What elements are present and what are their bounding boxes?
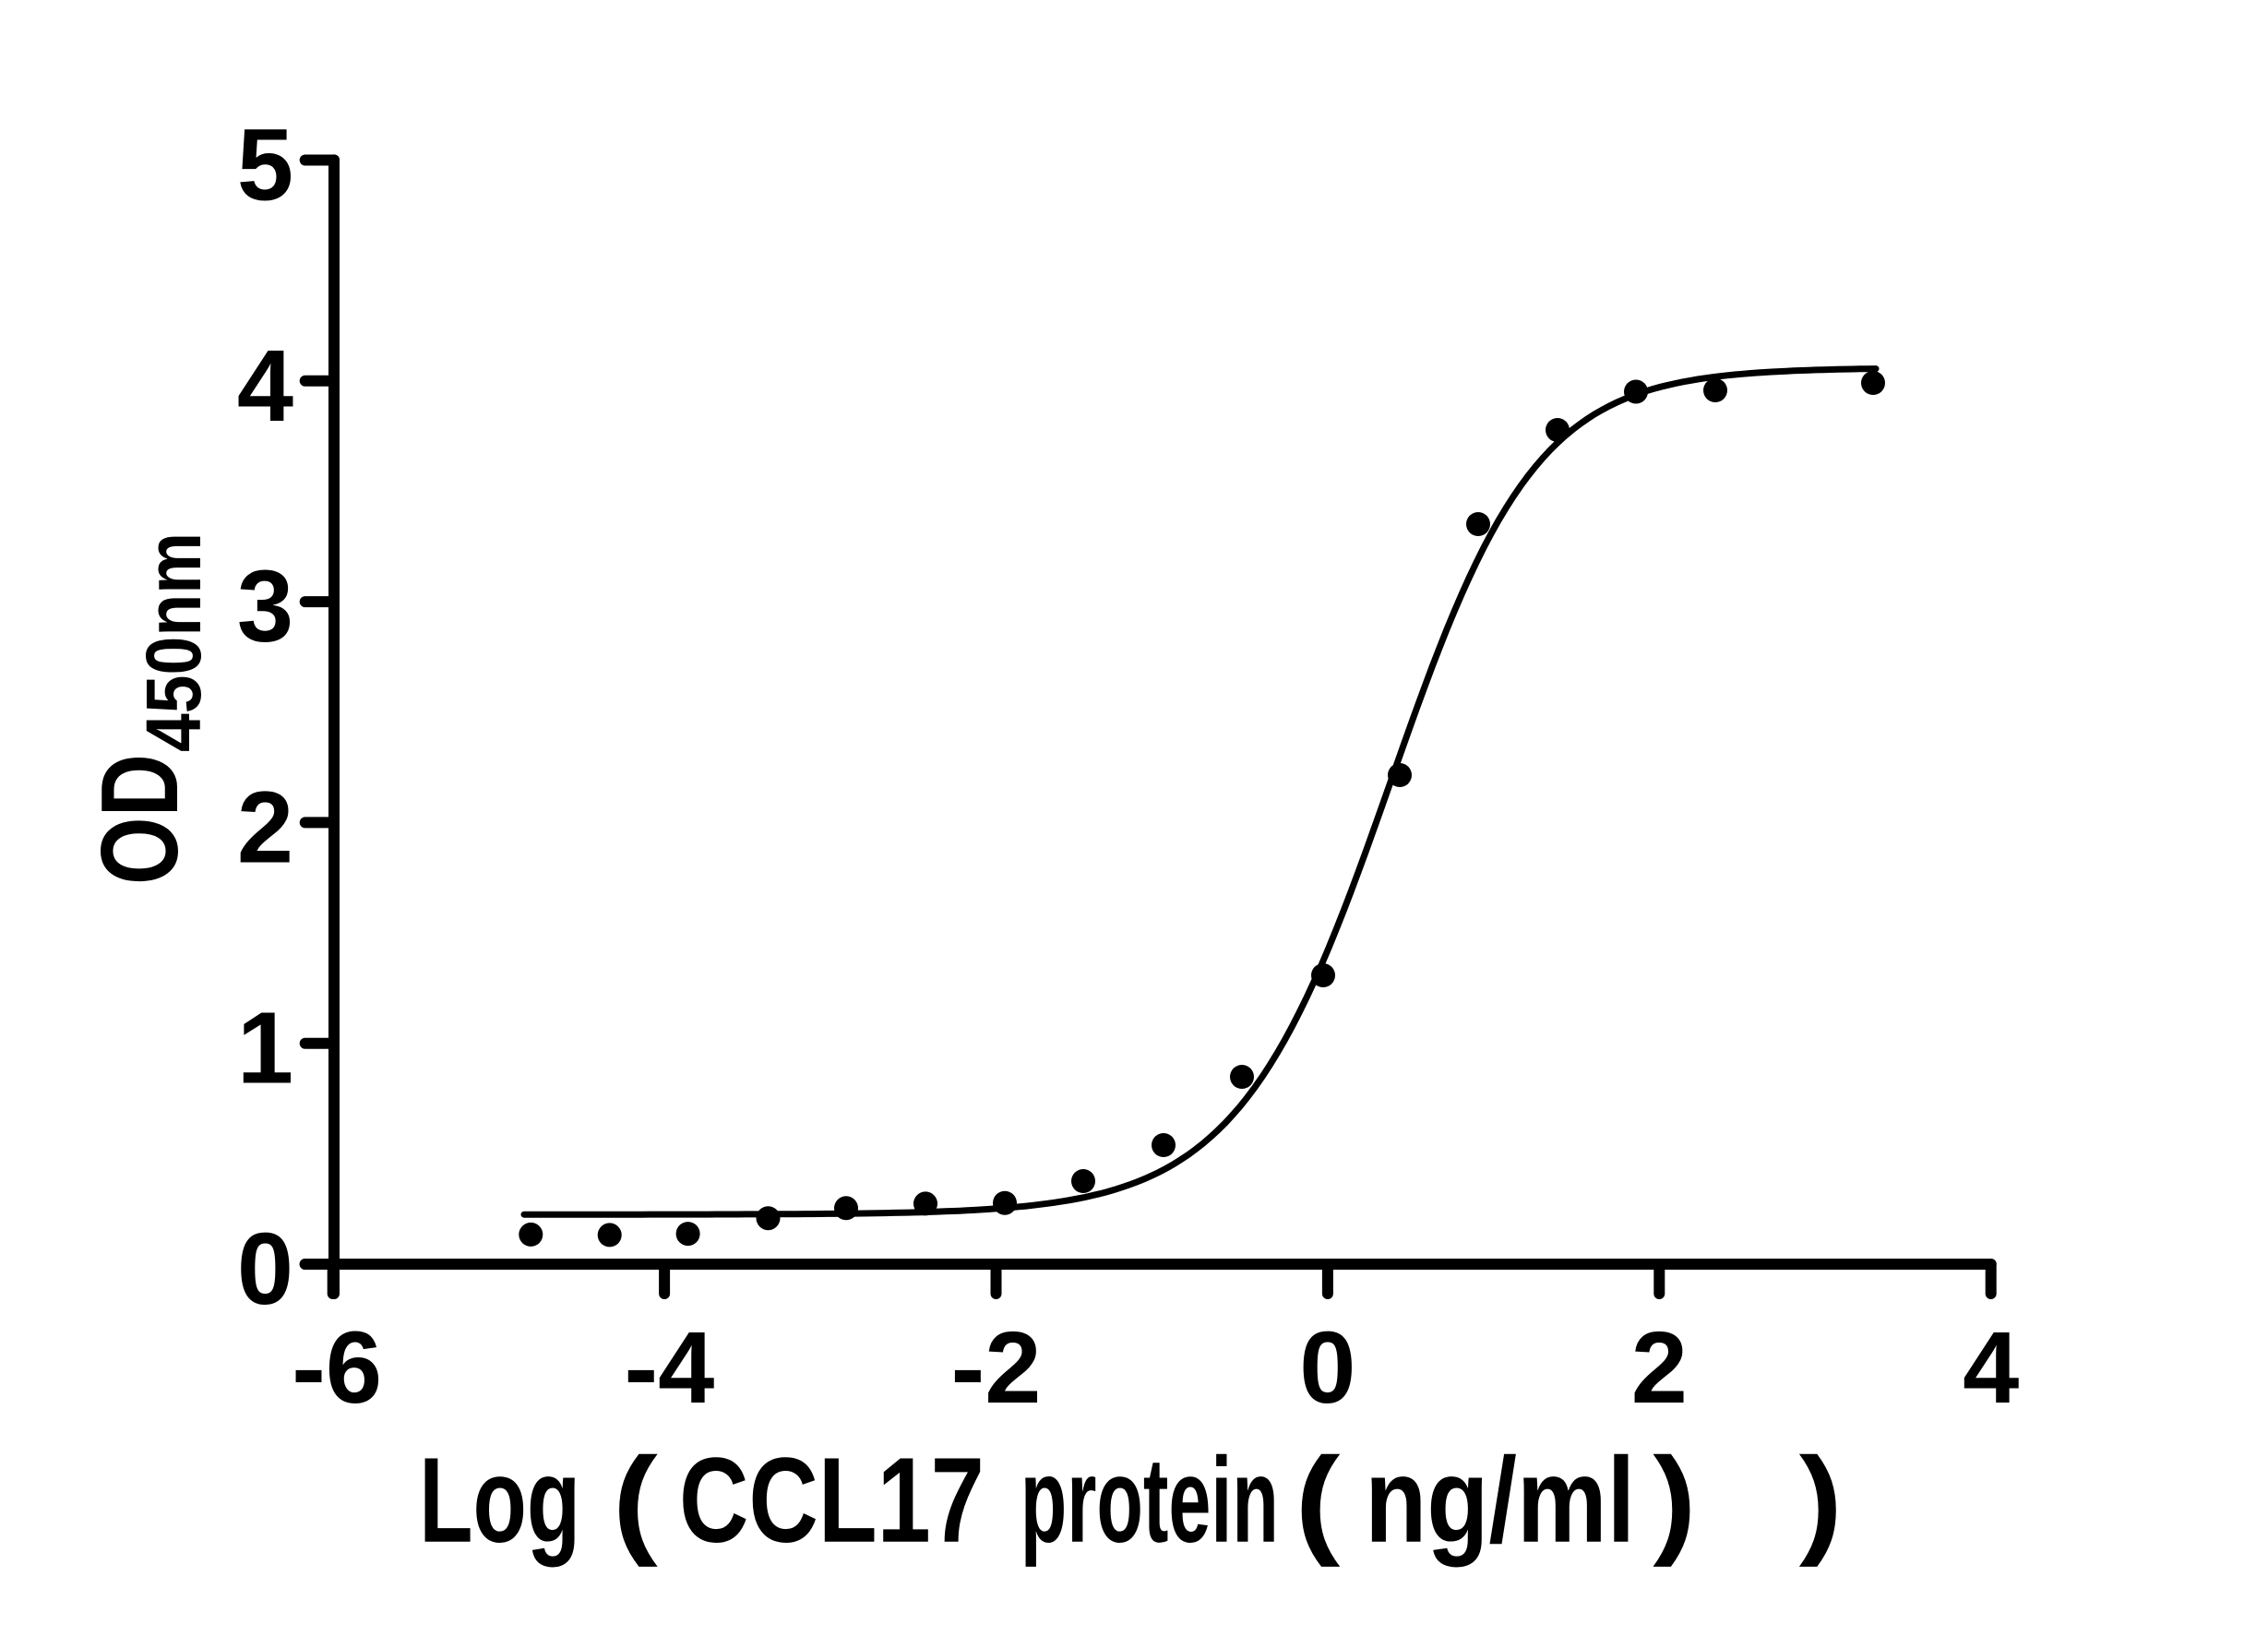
svg-text:(: ( bbox=[1295, 1432, 1340, 1568]
svg-text:-2: -2 bbox=[951, 1311, 1042, 1425]
svg-text:450nm: 450nm bbox=[130, 532, 217, 752]
svg-text:5: 5 bbox=[237, 109, 293, 222]
svg-text:): ) bbox=[1799, 1432, 1843, 1568]
svg-text:OD: OD bbox=[78, 754, 201, 885]
svg-text:ng/ml: ng/ml bbox=[1365, 1432, 1635, 1568]
svg-text:0: 0 bbox=[237, 1212, 293, 1326]
svg-text:2: 2 bbox=[237, 770, 293, 884]
svg-text:-6: -6 bbox=[292, 1311, 382, 1425]
svg-text:0: 0 bbox=[1299, 1311, 1355, 1425]
svg-text:1: 1 bbox=[237, 992, 293, 1105]
svg-text:3: 3 bbox=[237, 550, 293, 663]
svg-text:CCL17: CCL17 bbox=[679, 1432, 985, 1568]
svg-text:): ) bbox=[1653, 1432, 1696, 1568]
svg-text:Log: Log bbox=[419, 1432, 580, 1568]
svg-text:-4: -4 bbox=[624, 1311, 714, 1425]
svg-text:4: 4 bbox=[1963, 1311, 2019, 1425]
svg-text:(: ( bbox=[613, 1432, 658, 1568]
svg-text:2: 2 bbox=[1631, 1311, 1688, 1425]
svg-text:protein: protein bbox=[1021, 1432, 1279, 1568]
svg-text:4: 4 bbox=[237, 329, 293, 443]
